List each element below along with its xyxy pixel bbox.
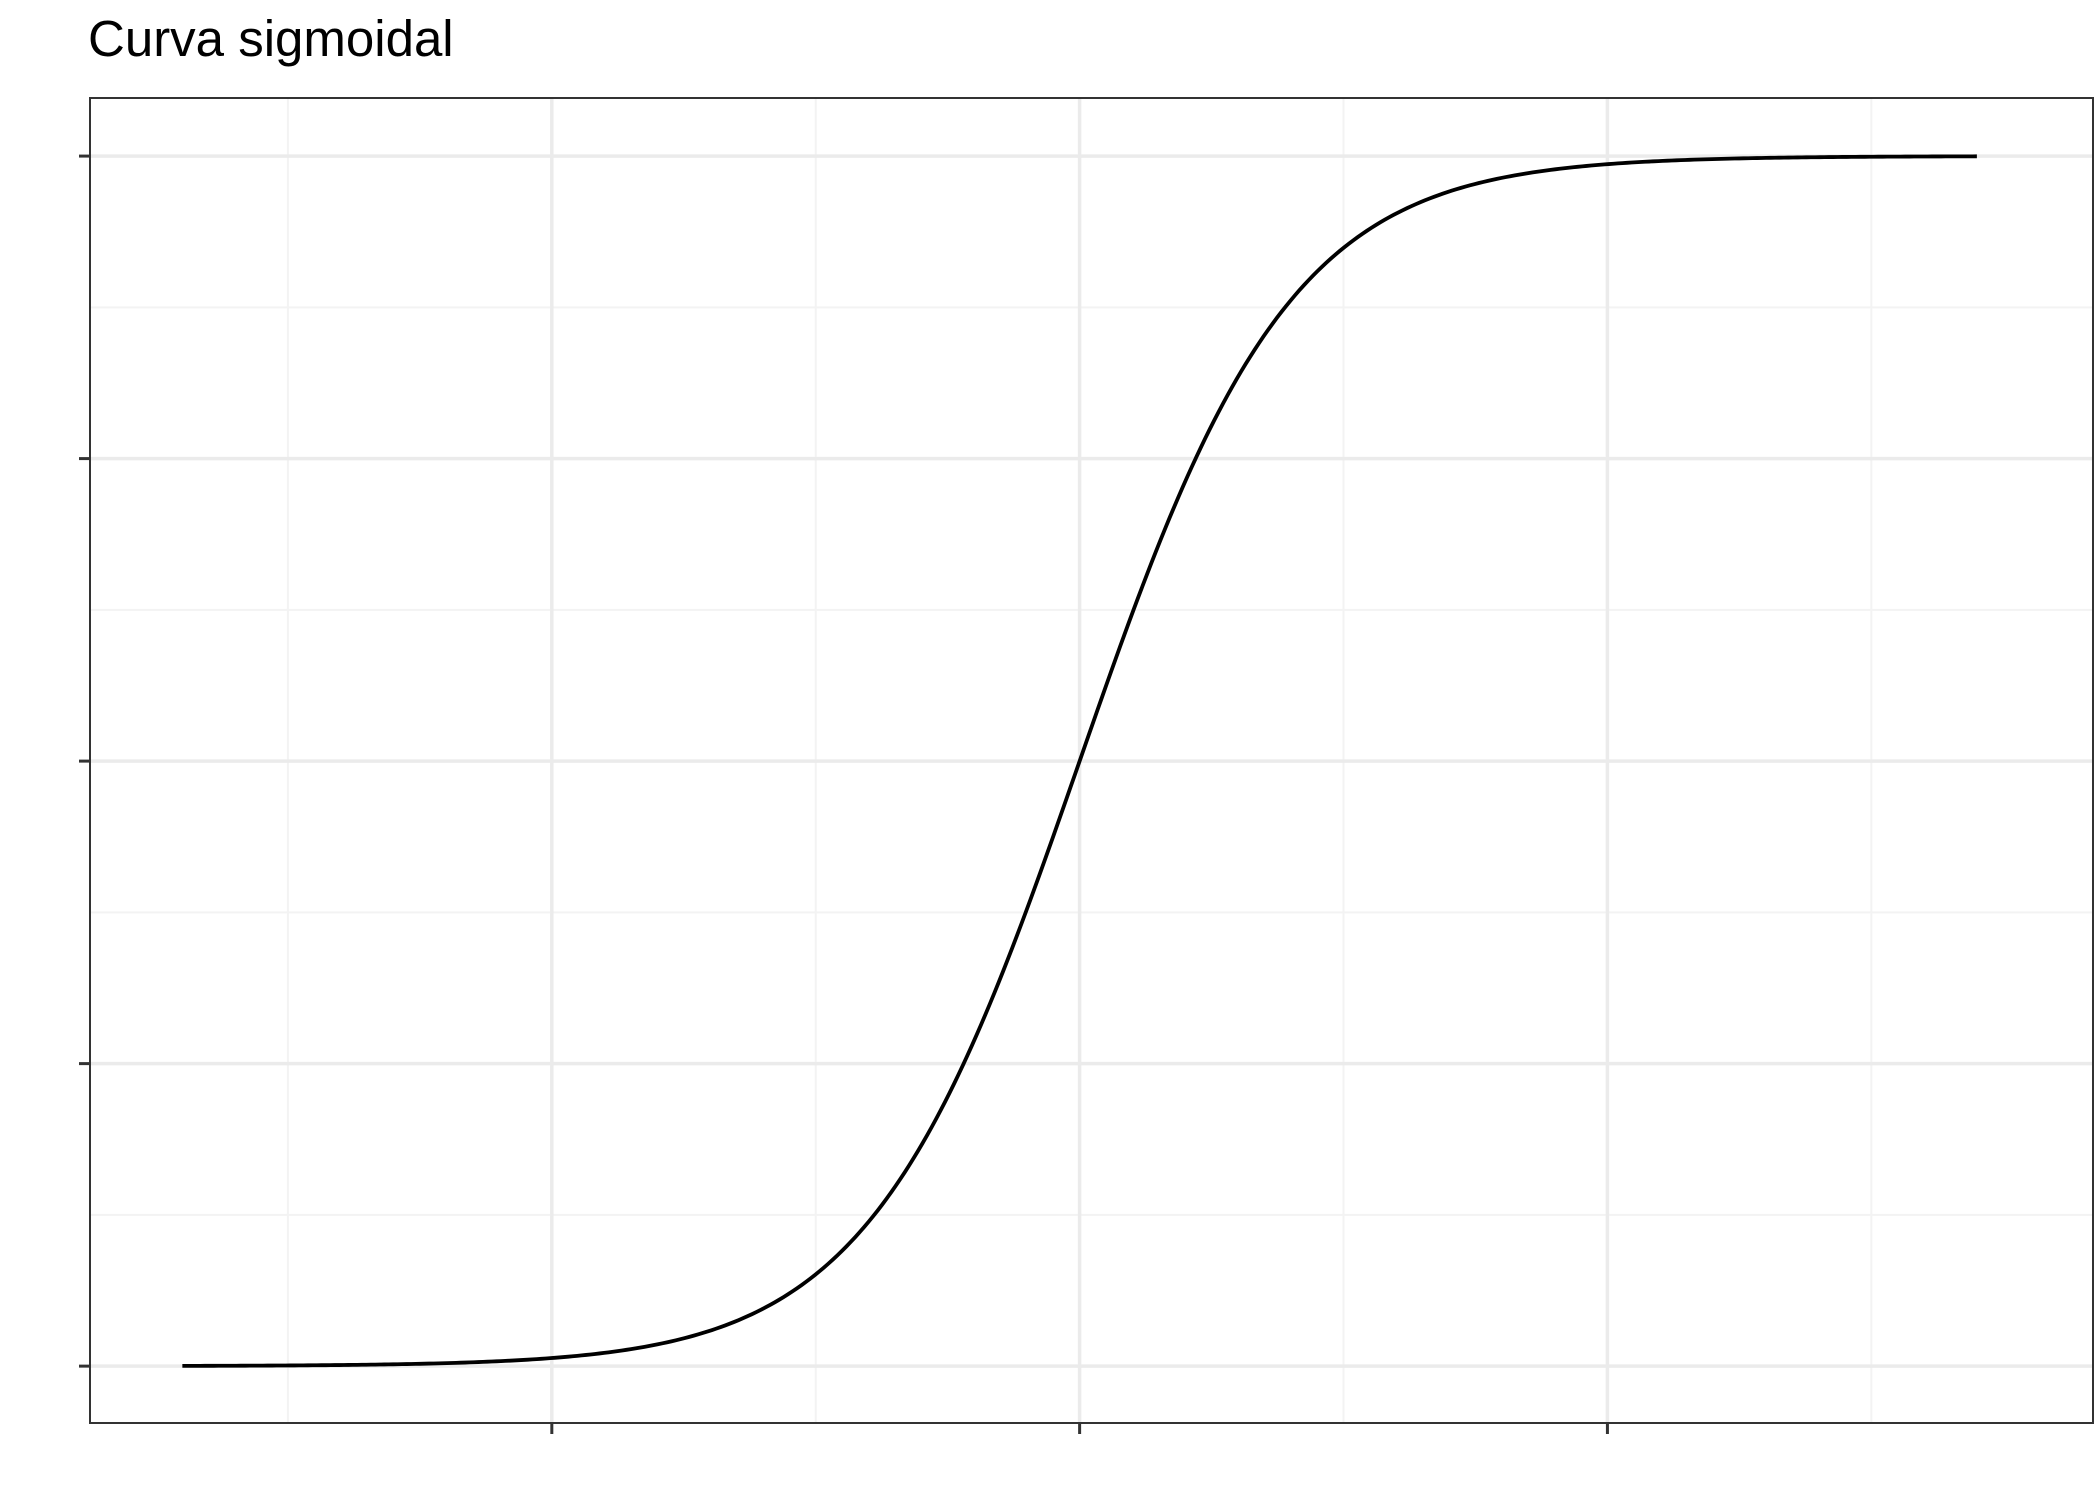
series-layer — [182, 154, 1977, 1368]
major-gridlines — [90, 98, 2093, 1423]
chart-title: Curva sigmoidal — [88, 10, 454, 67]
series-line-1 — [182, 154, 1977, 1368]
axis-ticks — [79, 154, 1609, 1434]
